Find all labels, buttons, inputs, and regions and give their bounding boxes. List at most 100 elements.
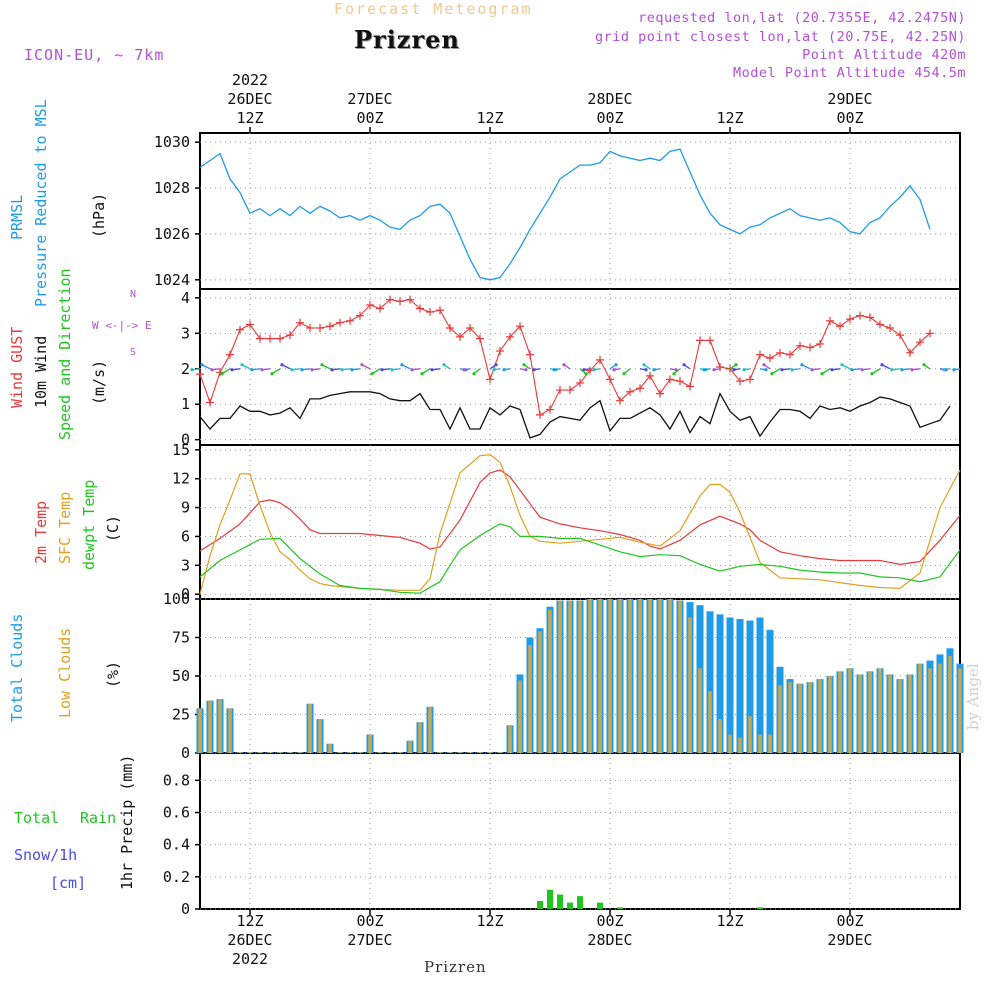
precip-bar xyxy=(577,896,583,909)
wind-arrowhead xyxy=(800,363,804,367)
wind-arrowhead xyxy=(380,368,384,372)
low-cloud-bar xyxy=(778,685,782,753)
precip-panel-frame xyxy=(199,752,961,910)
wind-arrowhead xyxy=(780,368,784,372)
pressure-ytick-label: 1028 xyxy=(154,179,190,197)
low-cloud-bar xyxy=(308,703,312,753)
wind-arrowhead xyxy=(584,372,588,376)
gust-marker xyxy=(866,313,874,322)
wind-arrowhead xyxy=(642,363,646,367)
precip-ytick-label: 0 xyxy=(181,900,190,918)
gust-marker xyxy=(396,297,404,306)
time-label: 28DEC xyxy=(587,931,633,949)
gust-marker xyxy=(656,389,664,398)
wind-arrowhead xyxy=(764,368,768,372)
clouds-ytick-label: 75 xyxy=(172,629,190,647)
precip-bar xyxy=(567,902,573,909)
low-cloud-bar xyxy=(898,679,902,753)
precip-bar xyxy=(757,907,763,909)
wind-arrowhead xyxy=(260,368,264,372)
wind-arrowhead xyxy=(360,363,364,367)
wind-arrowhead xyxy=(330,368,334,372)
wind-arrowhead xyxy=(910,368,914,372)
gust-marker xyxy=(456,332,464,341)
low-cloud-bar xyxy=(208,700,212,753)
wind-arrowhead xyxy=(582,368,586,372)
time-label: 00Z xyxy=(356,912,384,930)
low-cloud-bar xyxy=(268,752,272,753)
wind-arrowhead xyxy=(860,368,864,372)
wind-arrowhead xyxy=(290,368,294,372)
wind-arrowhead xyxy=(220,372,224,376)
wind-arrowhead xyxy=(922,363,926,367)
wind-arrowhead xyxy=(410,368,414,372)
gust-marker xyxy=(736,377,744,386)
low-cloud-bar xyxy=(278,752,282,753)
low-cloud-bar xyxy=(828,676,832,753)
wind-arrowhead xyxy=(900,368,904,372)
wind-arrowhead xyxy=(850,368,854,372)
wind-arrowhead xyxy=(462,368,466,372)
low-cloud-bar xyxy=(488,752,492,753)
chart-title: Prizren xyxy=(354,25,460,54)
low-cloud-bar xyxy=(398,752,402,753)
wind-arrowhead xyxy=(682,363,686,367)
wind-arrowhead xyxy=(880,363,884,367)
time-label: 00Z xyxy=(836,109,864,127)
pressure-ytick-label: 1030 xyxy=(154,133,190,151)
gust-marker xyxy=(636,384,644,393)
total-cloud-bar xyxy=(706,611,714,753)
low-cloud-bar xyxy=(418,722,422,753)
wind-arrowhead xyxy=(810,368,814,372)
wind-arrowhead xyxy=(612,368,616,372)
low-cloud-bar xyxy=(338,752,342,753)
wind-arrowhead xyxy=(952,368,956,372)
gust-marker xyxy=(516,322,524,331)
low-cloud-bar xyxy=(768,734,772,753)
low-cloud-bar xyxy=(918,663,922,753)
temp-ytick-label: 9 xyxy=(181,499,190,517)
dewpt-line xyxy=(199,523,961,594)
low-cloud-bar xyxy=(708,691,712,753)
low-cloud-bar xyxy=(788,682,792,753)
time-label: 12Z xyxy=(716,912,744,930)
gust-marker xyxy=(436,306,444,315)
wind-arrowhead xyxy=(870,372,874,376)
wind-arrowhead xyxy=(400,363,404,367)
gust-marker xyxy=(796,341,804,350)
wind-arrowhead xyxy=(840,363,844,367)
wind-arrowhead xyxy=(652,368,656,372)
temp-panel-frame xyxy=(199,444,961,600)
gust-marker xyxy=(576,378,584,387)
low-cloud-bar xyxy=(428,706,432,753)
gust-marker xyxy=(356,311,364,320)
wind-arrowhead xyxy=(370,372,374,376)
low-cloud-bar xyxy=(348,752,352,753)
wind-ytick-label: 2 xyxy=(181,360,190,378)
time-label: 26DEC xyxy=(227,90,273,108)
wind-arrowhead xyxy=(552,368,556,372)
gust-marker xyxy=(696,336,704,345)
low-cloud-bar xyxy=(908,674,912,753)
low-cloud-bar xyxy=(318,719,322,753)
wind-arrowhead xyxy=(390,368,394,372)
gust-marker xyxy=(306,324,314,332)
wind-arrowhead xyxy=(532,368,536,372)
gust-marker xyxy=(846,315,854,324)
low-cloud-bar xyxy=(618,599,622,753)
wind-arrowhead xyxy=(790,368,794,372)
low-cloud-bar xyxy=(688,617,692,753)
gust-marker xyxy=(876,320,884,329)
wind-arrowhead xyxy=(672,372,676,376)
gust-marker xyxy=(466,324,474,332)
time-label: 29DEC xyxy=(827,90,873,108)
wind-ytick-label: 1 xyxy=(181,395,190,413)
gust-marker xyxy=(316,324,324,332)
wind-arrowhead xyxy=(420,372,424,376)
gust-marker xyxy=(236,325,244,334)
precip-total-label: Total xyxy=(14,809,60,827)
wind-arrowhead xyxy=(762,363,766,367)
time-label: 00Z xyxy=(596,109,624,127)
gust-marker xyxy=(266,334,274,343)
